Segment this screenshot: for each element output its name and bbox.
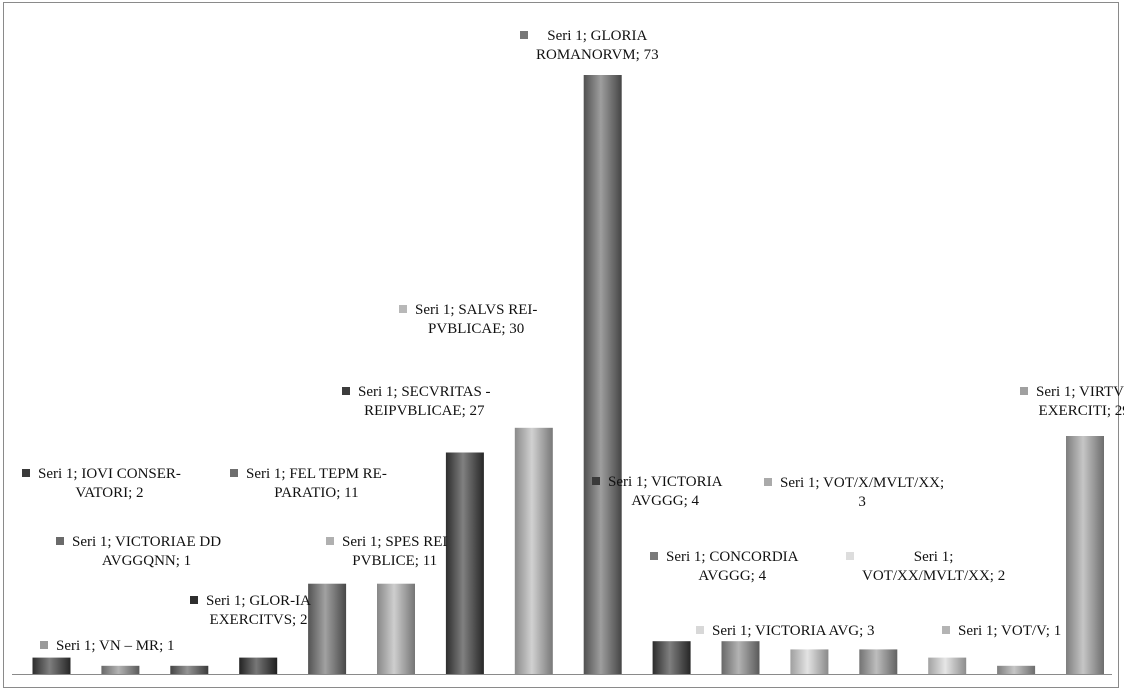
data-label-line: Seri 1; VIRTVS — [1036, 384, 1124, 400]
data-label-line: REIPVBLICAE; 27 — [364, 403, 485, 419]
data-label-line: Seri 1; VICTORIA AVG; 3 — [712, 623, 875, 639]
legend-key-square — [696, 626, 704, 634]
data-label-line: EXERCITVS; 2 — [209, 612, 308, 628]
legend-key-square — [230, 469, 238, 477]
bar-8 — [514, 427, 553, 674]
data-label-line: VOT/XX/MVLT/XX; 2 — [862, 568, 1006, 584]
legend-key-square — [326, 537, 334, 545]
data-label-14: Seri 1; VOT/XX/MVLT/XX; 2 — [846, 548, 1005, 586]
legend-key-square — [942, 626, 950, 634]
data-label-line: AVGGQNN; 1 — [101, 553, 192, 569]
data-label-5: Seri 1; FEL TEPM RE- PARATIO; 11 — [230, 465, 387, 503]
data-label-8: Seri 1; SALVS REI- PVBLICAE; 30 — [399, 301, 537, 339]
data-label-line: Seri 1; — [913, 549, 954, 565]
data-label-1: Seri 1; VN – MR; 1 — [40, 637, 174, 656]
data-label-11: Seri 1; CONCORDIA AVGGG; 4 — [650, 548, 799, 586]
data-label-line: ROMANORVM; 73 — [536, 47, 659, 63]
bar-3 — [170, 665, 209, 674]
legend-key-square — [399, 305, 407, 313]
data-label-line: VATORI; 2 — [75, 485, 144, 501]
bar-9 — [583, 75, 622, 674]
data-label-line: Seri 1; VOT/V; 1 — [958, 623, 1062, 639]
legend-key-square — [40, 641, 48, 649]
data-label-15: Seri 1; VOT/V; 1 — [942, 622, 1061, 641]
bar-7 — [445, 452, 484, 674]
bar-5 — [308, 583, 347, 674]
legend-key-square — [22, 469, 30, 477]
legend-key-square — [342, 387, 350, 395]
bar-15 — [997, 665, 1036, 674]
bar-14 — [928, 657, 967, 674]
data-label-10: Seri 1; VICTORIA AVGGG; 4 — [592, 473, 722, 511]
data-label-12: Seri 1; VICTORIA AVG; 3 — [696, 622, 875, 641]
legend-key-square — [56, 537, 64, 545]
legend-key-square — [520, 31, 528, 39]
data-label-line: 3 — [858, 494, 866, 510]
data-label-line: Seri 1; VICTORIAE DD — [72, 534, 222, 550]
chart-frame: Seri 1; VN – MR; 1 Seri 1; VICTORIAE DD AV… — [3, 2, 1124, 688]
data-label-line: Seri 1; IOVI CONSER- — [38, 466, 181, 482]
legend-key-square — [764, 478, 772, 486]
data-label-line: Seri 1; VN – MR; 1 — [56, 638, 175, 654]
data-label-line: Seri 1; FEL TEPM RE- — [246, 466, 387, 482]
data-label-2: Seri 1; VICTORIAE DD AVGGQNN; 1 — [56, 533, 221, 571]
data-label-16: Seri 1; VIRTVS EXERCITI; 29 — [1020, 383, 1124, 421]
data-label-line: Seri 1; CONCORDIA — [666, 549, 799, 565]
legend-key-square — [650, 552, 658, 560]
data-label-line: AVGGG; 4 — [631, 493, 700, 509]
bars-group — [32, 75, 1104, 674]
bar-13 — [859, 649, 898, 674]
data-label-line: Seri 1; SECVRITAS - — [358, 384, 491, 400]
bar-16 — [1066, 436, 1104, 674]
legend-key-square — [846, 552, 854, 560]
data-label-line: Seri 1; SALVS REI- — [415, 302, 538, 318]
data-label-line: Seri 1; GLORIA — [547, 28, 648, 44]
data-label-9: Seri 1; GLORIA ROMANORVM; 73 — [520, 27, 659, 65]
data-label-13: Seri 1; VOT/X/MVLT/XX; 3 — [764, 474, 944, 512]
bar-1 — [32, 657, 71, 674]
data-label-line: Seri 1; SPES REI — [342, 534, 448, 550]
bar-chart — [12, 75, 1112, 675]
data-label-7: Seri 1; SECVRITAS - REIPVBLICAE; 27 — [342, 383, 491, 421]
bar-12 — [790, 649, 829, 674]
data-label-line: PARATIO; 11 — [274, 485, 359, 501]
legend-key-square — [592, 477, 600, 485]
data-label-line: AVGGG; 4 — [698, 568, 767, 584]
data-label-line: PVBLICAE; 30 — [428, 321, 525, 337]
data-label-line: EXERCITI; 29 — [1038, 403, 1124, 419]
bar-10 — [652, 641, 691, 674]
bar-4 — [239, 657, 278, 674]
bar-6 — [377, 583, 415, 674]
data-label-line: Seri 1; GLOR-IA — [206, 593, 311, 609]
data-label-line: PVBLICE; 11 — [352, 553, 438, 569]
legend-key-square — [1020, 387, 1028, 395]
data-label-line: Seri 1; VICTORIA — [608, 474, 723, 490]
legend-key-square — [190, 596, 198, 604]
data-label-6: Seri 1; SPES REI PVBLICE; 11 — [326, 533, 447, 571]
data-label-4: Seri 1; GLOR-IA EXERCITVS; 2 — [190, 592, 311, 630]
data-label-3: Seri 1; IOVI CONSER- VATORI; 2 — [22, 465, 181, 503]
data-label-line: Seri 1; VOT/X/MVLT/XX; — [780, 475, 945, 491]
bar-11 — [721, 641, 760, 674]
bar-2 — [101, 665, 140, 674]
